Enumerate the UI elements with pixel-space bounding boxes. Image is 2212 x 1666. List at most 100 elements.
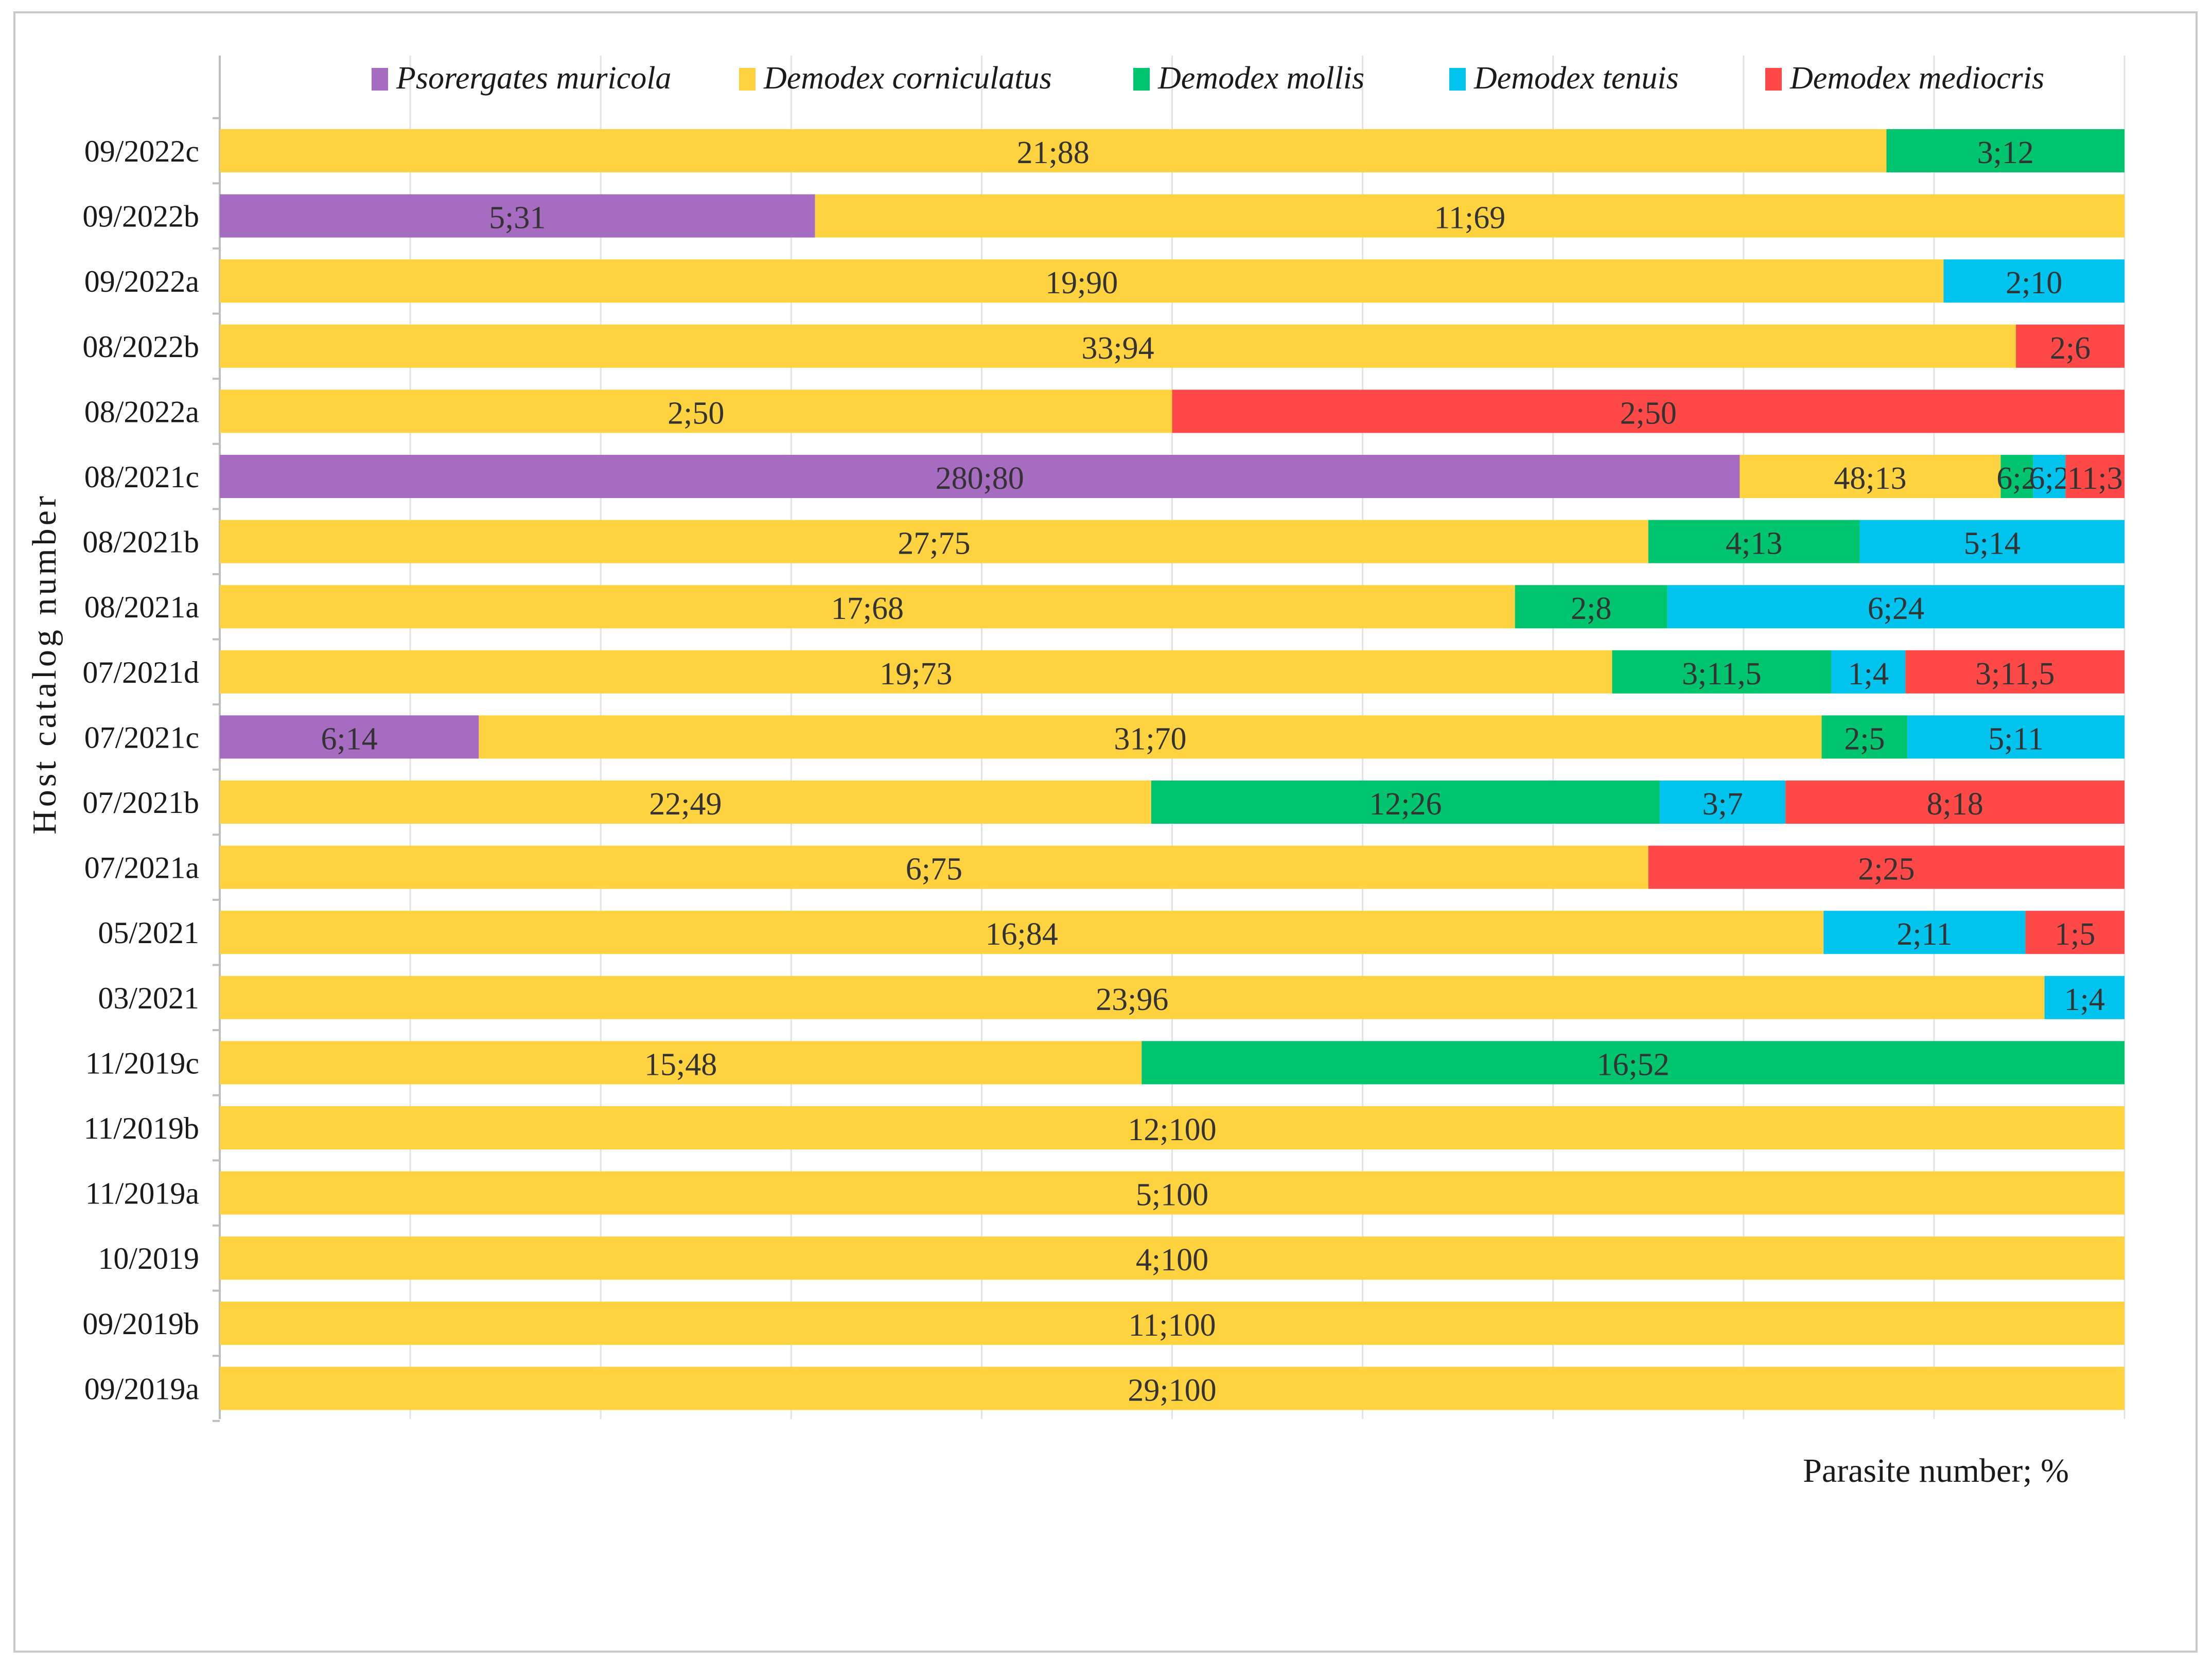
data-label: 17;68 [831,591,904,626]
bar-row: 08/2022b 33;94 2;6 [82,324,2125,368]
bar-segment [1612,650,1832,694]
axes [213,56,221,1422]
data-label: 19;73 [880,657,952,692]
bar-segment [1740,455,2001,498]
data-label: 12;100 [1128,1112,1216,1147]
bar-segment [220,1301,2125,1345]
bar-segment [1859,520,2125,563]
y-tick-label: 07/2021d [82,655,199,689]
data-label: 31;70 [1114,721,1186,756]
bar-segment [1659,781,1786,824]
bar-row: 11/2019b 12;100 [84,1106,2125,1149]
bar-segment [220,845,1648,889]
bar-row: 10/2019 4;100 [98,1236,2125,1280]
data-label: 5;14 [1964,526,2021,561]
bar-segment [1142,1041,2125,1085]
data-label: 21;88 [1017,135,1090,170]
bar-segment [2033,455,2066,498]
data-label: 2;8 [1571,591,1611,626]
data-label: 3;11,5 [1975,657,2055,692]
y-tick-label: 07/2021a [84,851,199,885]
data-label: 16;52 [1597,1047,1670,1082]
legend-swatch [1133,68,1150,91]
data-label: 3;11,5 [1682,657,1761,692]
bar-segment [1907,715,2125,759]
data-label: 280;80 [936,461,1024,496]
bar-row: 09/2022c 21;88 3;12 [84,129,2125,172]
bar-row: 09/2022a 19;90 2;10 [84,259,2125,303]
bar-segment [1785,781,2125,824]
data-label: 6;2 [1996,461,2037,496]
bar-row: 08/2021a 17;68 2;8 6;24 [84,585,2125,629]
bar-segment [1151,781,1660,824]
legend-label: Demodex mollis [1157,61,1364,96]
legend-label: Psorergates muricola [396,61,671,96]
y-tick-label: 07/2021b [82,786,199,820]
y-tick-label: 11/2019c [85,1046,199,1080]
bar-segment [220,585,1515,629]
bar-segment [220,976,2045,1019]
bar-segment [220,389,1172,433]
y-tick-label: 05/2021 [98,916,199,950]
bar-segment [220,1171,2125,1215]
bar-row: 08/2021c 280;80 48;13 6;26;211;3 [84,455,2125,498]
data-label: 27;75 [898,526,970,561]
data-label: 3;12 [1977,135,2034,170]
legend-label: Demodex tenuis [1473,61,1679,96]
legend-swatch [1765,68,1782,91]
bar-row: 11/2019a 5;100 [85,1171,2125,1215]
legend: Psorergates muricola Demodex corniculatus… [372,61,2044,96]
data-label: 48;13 [1834,461,1906,496]
legend-swatch [1449,68,1466,91]
legend-item: Demodex tenuis [1449,61,1679,96]
bar-row: 07/2021c 6;14 31;70 2;5 5;11 [84,715,2125,759]
data-label: 11;69 [1434,201,1505,236]
data-label: 16;84 [986,917,1058,952]
bar-segment [220,1041,1142,1085]
bar-row: 07/2021a 6;75 2;25 [84,845,2125,889]
data-label: 2;5 [1844,721,1885,756]
y-tick-label: 07/2021c [84,720,199,754]
bar-row: 09/2022b 5;31 11;69 [82,194,2125,238]
data-label: 29;100 [1128,1373,1216,1408]
x-axis-title: Parasite number; % [1803,1452,2069,1490]
bar-segment [1648,845,2125,889]
y-tick-label: 03/2021 [98,981,199,1015]
bar-segment [220,1106,2125,1149]
bar-segment [1648,520,1860,563]
data-label: 11;3 [2067,461,2123,496]
data-label: 8;18 [1926,787,1983,822]
bar-row: 07/2021b 22;49 12;26 3;7 8;18 [82,781,2125,824]
bar-segment [1831,650,1906,694]
bar-segment [1943,259,2125,303]
data-label: 23;96 [1096,982,1168,1017]
data-label: 5;11 [1988,721,2044,756]
bar-segment [220,194,815,238]
data-label: 4;100 [1136,1243,1208,1278]
bar-row: 07/2021d 19;73 3;11,5 1;4 3;11,5 [82,650,2125,694]
legend-label: Demodex corniculatus [763,61,1052,96]
data-label: 22;49 [649,787,722,822]
data-label: 11;100 [1129,1308,1216,1343]
y-tick-label: 08/2021b [82,525,199,559]
y-tick-label: 10/2019 [98,1242,199,1275]
data-label: 6;75 [906,852,962,887]
bar-row: 03/2021 23;96 1;4 [98,976,2125,1019]
data-label: 6;24 [1868,591,1924,626]
bar-segment [220,1236,2125,1280]
bar-segment [220,715,479,759]
data-label: 12;26 [1369,787,1442,822]
y-tick-label: 09/2019a [84,1372,199,1406]
y-tick-label: 08/2021c [84,460,199,494]
bar-segment [1886,129,2125,172]
bar-segment [220,781,1151,824]
legend-item: Demodex corniculatus [739,61,1052,96]
bar-segment [2044,976,2125,1019]
bar-segment [220,911,1824,954]
bar-segment [220,455,1740,498]
data-label: 2;6 [2050,331,2091,366]
data-label: 6;2 [2029,461,2069,496]
bar-segment [1905,650,2125,694]
